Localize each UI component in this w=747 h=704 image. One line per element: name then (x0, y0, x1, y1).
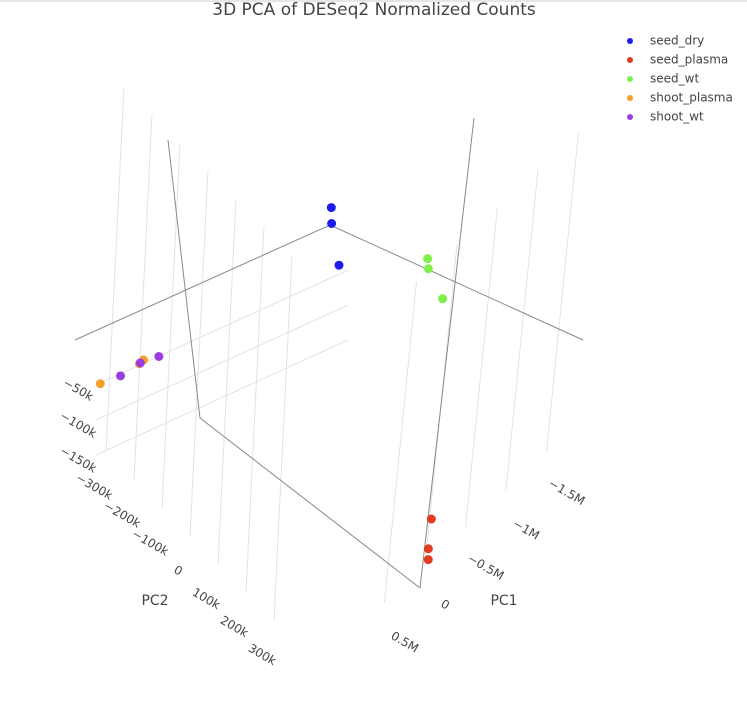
legend-label: seed_plasma (650, 53, 728, 67)
grid-line (217, 198, 237, 565)
legend-marker (627, 95, 633, 101)
legend-label: shoot_wt (650, 110, 704, 124)
axis-edges (74, 117, 584, 589)
data-point (327, 219, 337, 228)
data-point (115, 371, 125, 381)
grid-line (95, 269, 349, 386)
axis-line (167, 139, 421, 589)
grid-line (384, 282, 417, 603)
grid-line (161, 142, 181, 509)
legend-marker (627, 57, 633, 63)
data-point (423, 254, 433, 264)
axis-line (74, 224, 584, 341)
grid-line (273, 254, 293, 621)
legend-label: seed_dry (650, 34, 704, 48)
data-point (154, 352, 164, 361)
legend-marker (627, 114, 633, 120)
grid-line (546, 132, 579, 453)
legend-marker (627, 76, 633, 82)
data-point (326, 203, 336, 213)
legend: seed_dry seed_plasma seed_wt shoot_plasmash… (627, 34, 733, 124)
y-tick-label: 300k (246, 641, 279, 668)
x-axis-title: PC1 (490, 593, 517, 609)
axis-line (419, 117, 475, 589)
chart-title: 3D PCA of DESeq2 Normalized Counts (212, 0, 536, 20)
legend-marker (627, 38, 633, 44)
data-point (95, 379, 105, 389)
grid-line (465, 207, 498, 528)
data-point (423, 555, 433, 565)
grid-line (95, 339, 349, 456)
x-tick-label: −0.5M (465, 551, 506, 583)
x-tick-label: 0.5M (389, 629, 421, 656)
z-tick-label: −150k (57, 444, 99, 476)
data-point (423, 544, 433, 554)
y-tick-label: 200k (218, 613, 251, 640)
grid (95, 86, 579, 621)
grid-line (105, 86, 125, 453)
data-point (438, 294, 448, 304)
x-tick-label: −1M (511, 516, 542, 542)
x-tick-label: −1.5M (546, 476, 587, 508)
z-tick-label: −100k (57, 409, 99, 441)
data-point (423, 264, 433, 274)
grid-line (95, 304, 349, 421)
data-point (426, 514, 436, 524)
data-point (334, 260, 344, 270)
legend-label: seed_wt (650, 72, 699, 86)
x-tick-label: 0 (438, 597, 452, 613)
grid-line (245, 226, 265, 593)
grid-line (133, 114, 153, 481)
z-tick-label: −50k (61, 375, 96, 403)
grid-line (189, 170, 209, 537)
legend-label: shoot_plasma (650, 91, 733, 105)
y-axis-title: PC2 (141, 593, 168, 609)
grid-line (505, 169, 539, 491)
y-tick-label: 0 (171, 563, 185, 579)
data-point (135, 358, 145, 368)
y-tick-label: 100k (190, 585, 223, 612)
y-tick-label: −100k (129, 527, 171, 559)
